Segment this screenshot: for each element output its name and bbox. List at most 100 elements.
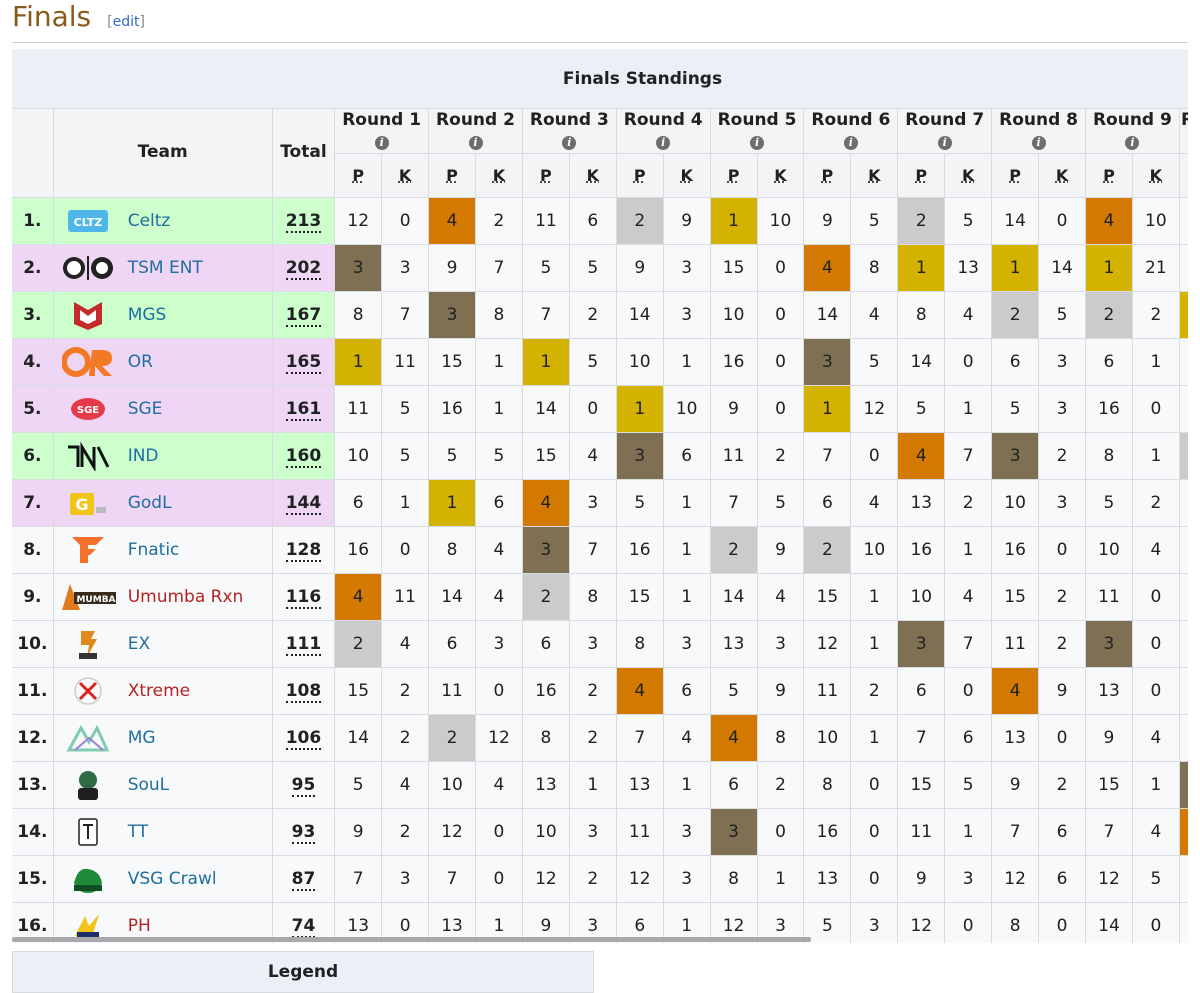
- info-icon[interactable]: i: [843, 136, 858, 150]
- place-abbr[interactable]: P: [540, 166, 552, 185]
- place-abbr[interactable]: P: [1009, 166, 1021, 185]
- fnatic-logo[interactable]: [60, 533, 116, 567]
- mgs-logo[interactable]: [60, 298, 116, 332]
- kills-abbr[interactable]: K: [492, 166, 506, 185]
- total-value[interactable]: 74: [291, 916, 316, 938]
- round-label: Round 4: [623, 110, 703, 130]
- total-value[interactable]: 108: [285, 681, 322, 703]
- info-icon[interactable]: i: [1031, 136, 1046, 150]
- info-icon[interactable]: i: [937, 136, 952, 150]
- team-link[interactable]: MGS: [127, 305, 167, 325]
- place-abbr[interactable]: P: [727, 166, 740, 185]
- kills-cell: 21: [1132, 245, 1180, 292]
- legend-box[interactable]: Legend: [12, 951, 594, 993]
- place-abbr[interactable]: P: [633, 166, 646, 185]
- celtz-logo[interactable]: CLTZ: [60, 204, 116, 238]
- total-value[interactable]: 167: [285, 305, 322, 327]
- total-value[interactable]: 93: [291, 822, 316, 844]
- kills-cell: 1: [476, 339, 523, 386]
- kills-abbr[interactable]: K: [774, 166, 787, 185]
- kills-cell: 0: [382, 198, 430, 245]
- info-icon[interactable]: i: [1125, 136, 1140, 150]
- place-abbr[interactable]: P: [1103, 166, 1115, 185]
- team-link[interactable]: PH: [127, 916, 151, 936]
- tsm-ent-logo[interactable]: [60, 251, 116, 285]
- kills-abbr[interactable]: K: [868, 166, 881, 185]
- total-value[interactable]: 128: [285, 540, 322, 562]
- info-icon[interactable]: i: [656, 136, 671, 150]
- kills-subheader: K: [851, 154, 899, 198]
- info-icon[interactable]: i: [468, 136, 483, 150]
- placement-cell: 16: [429, 386, 476, 433]
- team-link[interactable]: IND: [127, 446, 159, 466]
- team-link[interactable]: OR: [127, 352, 153, 372]
- team-link[interactable]: Umumba Rxn: [127, 587, 244, 607]
- total-cell: 165: [272, 339, 336, 386]
- total-value[interactable]: 202: [285, 258, 322, 280]
- place-abbr[interactable]: P: [821, 166, 834, 185]
- placement-cell: 10: [429, 762, 476, 809]
- placement-cell: 16: [1179, 339, 1188, 386]
- team-link[interactable]: EX: [127, 634, 151, 654]
- team-link[interactable]: TSM ENT: [127, 258, 203, 278]
- kills-cell: 3: [1039, 386, 1086, 433]
- placement-cell: 2: [1085, 292, 1133, 339]
- placement-cell: 9: [522, 903, 570, 943]
- ph-logo[interactable]: [60, 909, 116, 943]
- mg-logo[interactable]: [60, 721, 116, 755]
- standings-table-container[interactable]: Finals Standings Team Total Round 1 i Roun…: [12, 49, 1188, 943]
- tt-logo[interactable]: [60, 815, 116, 849]
- place-abbr[interactable]: P: [915, 166, 928, 185]
- total-value[interactable]: 160: [285, 446, 322, 468]
- team-link[interactable]: Fnatic: [127, 540, 180, 560]
- kills-abbr[interactable]: K: [961, 166, 975, 185]
- placement-cell: 16: [1085, 386, 1133, 433]
- xtreme-logo[interactable]: [60, 674, 116, 708]
- total-value[interactable]: 87: [291, 869, 316, 891]
- kills-cell: 0: [851, 762, 899, 809]
- info-icon[interactable]: i: [562, 136, 577, 150]
- edit-link[interactable]: edit: [112, 14, 140, 30]
- ex-logo[interactable]: [60, 627, 116, 661]
- place-abbr[interactable]: P: [352, 166, 365, 185]
- kills-abbr[interactable]: K: [398, 166, 412, 185]
- vsg-crawl-logo[interactable]: [60, 862, 116, 896]
- team-link[interactable]: MG: [127, 728, 156, 748]
- team-link[interactable]: TT: [127, 822, 149, 842]
- kills-abbr[interactable]: K: [1149, 166, 1163, 185]
- total-value[interactable]: 161: [285, 399, 322, 421]
- kills-abbr[interactable]: K: [680, 166, 693, 185]
- umumba-logo[interactable]: MUMBA: [60, 580, 116, 614]
- kills-subheader: K: [382, 154, 430, 198]
- place-subheader: P: [616, 154, 664, 198]
- horizontal-scrollbar[interactable]: [12, 937, 811, 942]
- total-value[interactable]: 106: [285, 728, 322, 750]
- total-value[interactable]: 116: [285, 587, 322, 609]
- kills-cell: 7: [945, 621, 993, 668]
- team-link[interactable]: Xtreme: [127, 681, 191, 701]
- sge-logo[interactable]: SGE: [60, 392, 116, 426]
- or-logo[interactable]: [60, 345, 116, 379]
- kills-abbr[interactable]: K: [586, 166, 599, 185]
- total-value[interactable]: 144: [285, 493, 322, 515]
- team-link[interactable]: Celtz: [127, 211, 171, 231]
- team-link[interactable]: GodL: [127, 493, 172, 513]
- total-value[interactable]: 213: [285, 211, 322, 233]
- info-icon[interactable]: i: [374, 136, 389, 150]
- total-value[interactable]: 111: [285, 634, 322, 656]
- kills-cell: 5: [382, 433, 430, 480]
- total-value[interactable]: 165: [285, 352, 322, 374]
- place-abbr[interactable]: P: [446, 166, 458, 185]
- info-icon[interactable]: i: [750, 136, 765, 150]
- team-link[interactable]: SGE: [127, 399, 163, 419]
- total-value[interactable]: 95: [291, 775, 316, 797]
- placement-cell: 7: [522, 292, 570, 339]
- kills-abbr[interactable]: K: [1055, 166, 1069, 185]
- placement-cell: 7: [1085, 809, 1133, 856]
- placement-cell: 4: [992, 668, 1040, 715]
- ind-logo[interactable]: [60, 439, 116, 473]
- godl-logo[interactable]: G: [60, 486, 116, 520]
- team-link[interactable]: VSG Crawl: [127, 869, 217, 889]
- soul-logo[interactable]: [60, 768, 116, 802]
- team-link[interactable]: SouL: [127, 775, 170, 795]
